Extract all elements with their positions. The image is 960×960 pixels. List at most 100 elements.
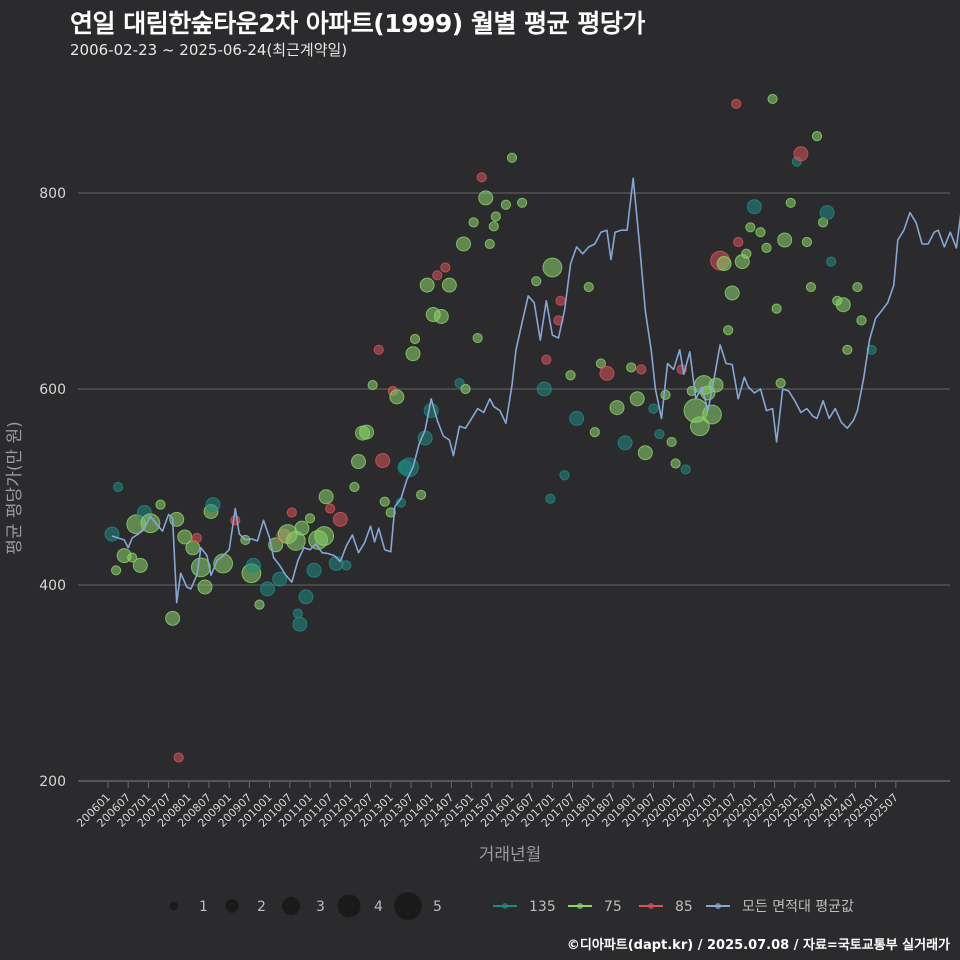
y-tick-400: 400: [39, 578, 66, 594]
data-point-75-1: [110, 565, 122, 576]
data-point-135-104: [648, 403, 659, 414]
x-tick-labels: 2006012006072007012007072008012008072009…: [74, 782, 901, 830]
data-point-75-80: [490, 211, 501, 222]
chart-subtitle: 2006-02-23 ~ 2025-06-24(최근계약일): [70, 41, 348, 59]
data-point-85-44: [332, 511, 348, 527]
data-point-75-129: [761, 242, 772, 253]
data-point-135-110: [680, 464, 691, 475]
data-point-135-45: [341, 560, 352, 571]
data-point-75-98: [609, 400, 625, 416]
data-point-75-79: [488, 221, 499, 232]
data-point-75-107: [666, 436, 677, 448]
data-point-85-12: [173, 752, 184, 763]
data-point-75-73: [460, 383, 471, 395]
data-point-75-68: [433, 308, 449, 324]
data-point-75-84: [531, 276, 542, 287]
data-point-75-121: [724, 285, 740, 301]
data-point-75-74: [468, 217, 479, 228]
data-point-85-42: [325, 503, 336, 514]
data-point-75-128: [755, 227, 766, 238]
data-point-75-100: [626, 362, 637, 373]
data-point-75-113: [689, 416, 710, 437]
data-point-75-125: [741, 248, 752, 259]
legend-size-label-2: 2: [257, 899, 266, 915]
legend-color-label-0: 135: [529, 899, 556, 915]
data-point-75-120: [723, 325, 734, 336]
data-point-135-2: [113, 481, 124, 493]
data-point-85-67: [432, 270, 443, 281]
data-point-75-103: [637, 445, 653, 461]
data-point-75-116: [702, 404, 722, 425]
legend-color-dot-0: [502, 903, 508, 909]
data-point-75-82: [506, 152, 518, 163]
data-point-75-72: [456, 236, 472, 252]
data-point-75-70: [441, 277, 457, 293]
data-point-75-17: [197, 579, 213, 595]
legend-size-marker-4: [337, 894, 361, 918]
average-line-layer: [111, 177, 960, 604]
data-point-85-52: [375, 453, 391, 469]
data-point-75-16: [191, 557, 211, 578]
data-point-135-71: [454, 378, 465, 389]
data-point-85-97: [599, 365, 615, 381]
data-point-85-90: [555, 295, 566, 306]
data-point-135-19: [205, 497, 221, 513]
data-point-75-53: [379, 496, 390, 507]
footer-credit: ©디아파트(dapt.kr) / 2025.07.08 / 자료=국토교통부 실…: [566, 938, 950, 953]
data-point-75-101: [629, 391, 645, 407]
data-point-75-47: [350, 454, 366, 470]
data-point-75-145: [842, 344, 853, 355]
data-point-75-139: [811, 131, 823, 142]
data-point-135-0: [104, 526, 120, 542]
data-points: [104, 93, 877, 763]
data-point-75-13: [177, 529, 193, 545]
legend-size-label-5: 5: [433, 899, 442, 915]
data-point-75-56: [389, 389, 405, 405]
data-point-75-41: [318, 489, 334, 505]
data-point-135-142: [826, 256, 837, 267]
data-point-85-21: [230, 515, 241, 526]
data-point-135-99: [617, 435, 633, 451]
data-point-75-50: [367, 379, 378, 391]
data-point-85-86: [541, 354, 552, 365]
legend: 1 2 3 4 5 135 75 85 모든 면적대 평균값: [169, 892, 854, 920]
data-point-135-38: [306, 562, 322, 578]
data-point-75-137: [801, 236, 813, 248]
data-point-75-83: [517, 197, 528, 208]
legend-size-label-1: 1: [199, 899, 208, 915]
data-point-135-36: [298, 589, 314, 605]
y-axis-label: 평균 평당가(만 원): [5, 421, 25, 555]
legend-size-marker-2: [225, 899, 239, 913]
data-point-75-11: [169, 511, 185, 527]
legend-size-label-4: 4: [374, 899, 383, 915]
data-point-75-96: [595, 358, 606, 369]
data-point-135-33: [292, 608, 303, 619]
data-point-75-130: [767, 93, 778, 105]
data-point-75-9: [155, 499, 166, 510]
y-tick-200: 200: [39, 774, 66, 790]
data-point-75-94: [583, 281, 594, 293]
data-point-75-131: [771, 303, 782, 314]
data-point-135-85: [536, 381, 552, 397]
data-point-75-132: [775, 378, 786, 389]
data-point-75-25: [254, 599, 265, 610]
legend-size-label-3: 3: [316, 899, 325, 915]
data-point-75-147: [856, 315, 867, 326]
data-point-135-87: [545, 493, 556, 504]
data-point-85-69: [440, 262, 451, 273]
data-point-85-136: [793, 146, 809, 162]
gridlines: [78, 192, 950, 782]
data-point-75-78: [484, 238, 495, 250]
data-point-135-34: [292, 616, 308, 632]
data-point-135-26: [260, 581, 276, 597]
data-point-75-75: [472, 332, 483, 344]
data-point-75-77: [478, 190, 494, 206]
data-point-75-134: [785, 197, 796, 208]
data-point-85-123: [733, 236, 744, 248]
data-point-75-46: [349, 481, 360, 493]
data-point-75-108: [670, 458, 681, 469]
legend-color-label-1: 75: [604, 899, 622, 915]
data-point-75-54: [385, 507, 396, 518]
data-point-75-81: [500, 199, 512, 210]
